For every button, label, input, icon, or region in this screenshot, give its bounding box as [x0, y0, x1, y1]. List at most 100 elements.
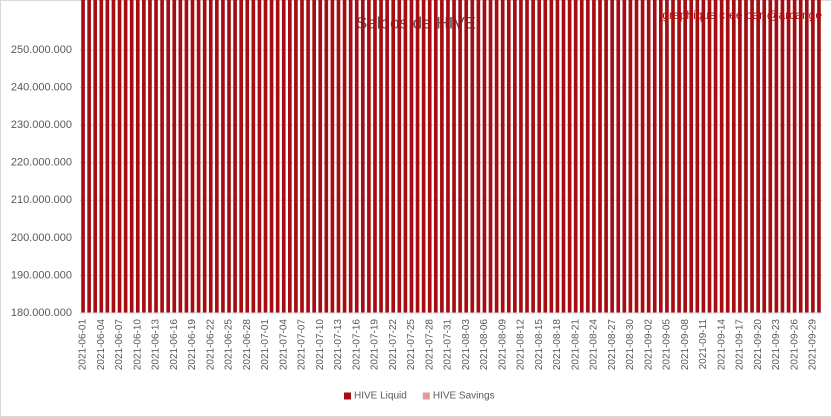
x-tick-label: 2021-07-10: [315, 319, 326, 371]
y-tick-label: 230.000.000: [11, 119, 72, 131]
bar-segment: [525, 0, 529, 313]
bar-segment: [671, 0, 675, 313]
bar-segment: [567, 0, 572, 313]
bar-segment: [750, 0, 754, 313]
bar-segment: [519, 0, 523, 313]
bar-segment: [713, 0, 718, 313]
bar-segment: [379, 0, 383, 313]
x-tick-label: 2021-09-23: [771, 319, 782, 371]
y-tick-label: 240.000.000: [11, 81, 72, 93]
bar-segment: [738, 0, 742, 313]
bar-segment: [269, 0, 274, 313]
bar-segment: [446, 0, 450, 313]
y-tick-label: 250.000.000: [11, 44, 72, 56]
bar-segment: [215, 0, 219, 313]
bar-segment: [598, 0, 602, 313]
bar-segment: [586, 0, 590, 313]
x-tick-label: 2021-06-01: [78, 319, 89, 371]
x-tick-label: 2021-07-22: [388, 319, 399, 371]
x-tick-label: 2021-08-24: [589, 319, 600, 371]
x-tick-label: 2021-06-19: [187, 319, 198, 371]
bar-segment: [725, 0, 730, 313]
bar-segment: [367, 0, 371, 313]
x-tick-label: 2021-06-28: [242, 319, 253, 371]
bar-segment: [348, 0, 353, 313]
x-tick-label: 2021-06-13: [151, 319, 162, 371]
bar-segment: [415, 0, 420, 313]
x-tick-label: 2021-08-30: [625, 319, 636, 371]
bar-segment: [628, 0, 633, 313]
x-tick-label: 2021-07-07: [297, 319, 308, 371]
bar-segment: [409, 0, 414, 313]
bar-segment: [610, 0, 614, 313]
x-tick-label: 2021-07-01: [260, 319, 271, 371]
bar-segment: [397, 0, 402, 313]
bar-segment: [592, 0, 596, 313]
bar-segment: [99, 0, 104, 313]
x-tick-label: 2021-09-20: [753, 319, 764, 371]
bar-segment: [652, 0, 657, 313]
bar-segment: [640, 0, 645, 313]
bar-segment: [689, 0, 694, 313]
bar-segment: [421, 0, 426, 313]
bar-segment: [616, 0, 621, 313]
bar-segment: [798, 0, 803, 313]
x-tick-label: 2021-09-17: [735, 319, 746, 371]
bar-segment: [263, 0, 268, 313]
bar-segment: [251, 0, 256, 313]
x-tick-label: 2021-08-03: [461, 319, 472, 371]
bar-segment: [403, 0, 408, 313]
bar-segment: [257, 0, 262, 313]
bar-segment: [433, 0, 438, 313]
bar-segment: [719, 0, 724, 313]
bar-segment: [160, 0, 164, 313]
x-tick-label: 2021-07-13: [333, 319, 344, 371]
bar-segment: [81, 0, 85, 313]
bar-segment: [354, 0, 359, 313]
bar-segment: [135, 0, 140, 313]
bar-segment: [549, 0, 554, 313]
x-tick-label: 2021-09-05: [662, 319, 673, 371]
y-tick-label: 180.000.000: [11, 307, 72, 319]
bar-segment: [129, 0, 134, 313]
bar-segment: [452, 0, 456, 313]
bar-segment: [288, 0, 292, 313]
bar-segment: [665, 0, 669, 313]
x-tick-label: 2021-08-12: [516, 319, 527, 371]
bar-segment: [172, 0, 177, 313]
bar-segment: [768, 0, 773, 313]
bar-segment: [811, 0, 815, 313]
bar-segment: [142, 0, 146, 313]
bar-segment: [336, 0, 341, 313]
x-tick-label: 2021-06-07: [114, 319, 125, 371]
bar-segment: [604, 0, 608, 313]
y-tick-label: 190.000.000: [11, 269, 72, 281]
bar-segment: [427, 0, 432, 313]
bar-segment: [306, 0, 310, 313]
bar-segment: [117, 0, 122, 313]
bar-segment: [87, 0, 91, 313]
bar-segment: [233, 0, 237, 313]
y-tick-label: 200.000.000: [11, 232, 72, 244]
y-tick-label: 220.000.000: [11, 157, 72, 169]
bar-segment: [123, 0, 128, 313]
bar-segment: [762, 0, 767, 314]
bar-segment: [105, 0, 110, 313]
bar-segment: [561, 0, 566, 313]
bar-segment: [93, 0, 98, 313]
x-tick-label: 2021-06-04: [96, 319, 107, 371]
x-tick-label: 2021-07-16: [351, 319, 362, 371]
bar-segment: [294, 0, 298, 313]
x-tick-label: 2021-08-21: [570, 319, 581, 371]
bar-segment: [482, 0, 487, 313]
x-tick-label: 2021-09-29: [808, 319, 819, 371]
bar-segment: [622, 0, 627, 314]
bar-segment: [476, 0, 481, 313]
x-tick-label: 2021-09-26: [789, 319, 800, 371]
bar-segment: [342, 0, 347, 313]
bar-segment: [227, 0, 231, 313]
x-tick-label: 2021-09-08: [680, 319, 691, 371]
bar-segment: [196, 0, 201, 313]
bar-segment: [458, 0, 462, 313]
